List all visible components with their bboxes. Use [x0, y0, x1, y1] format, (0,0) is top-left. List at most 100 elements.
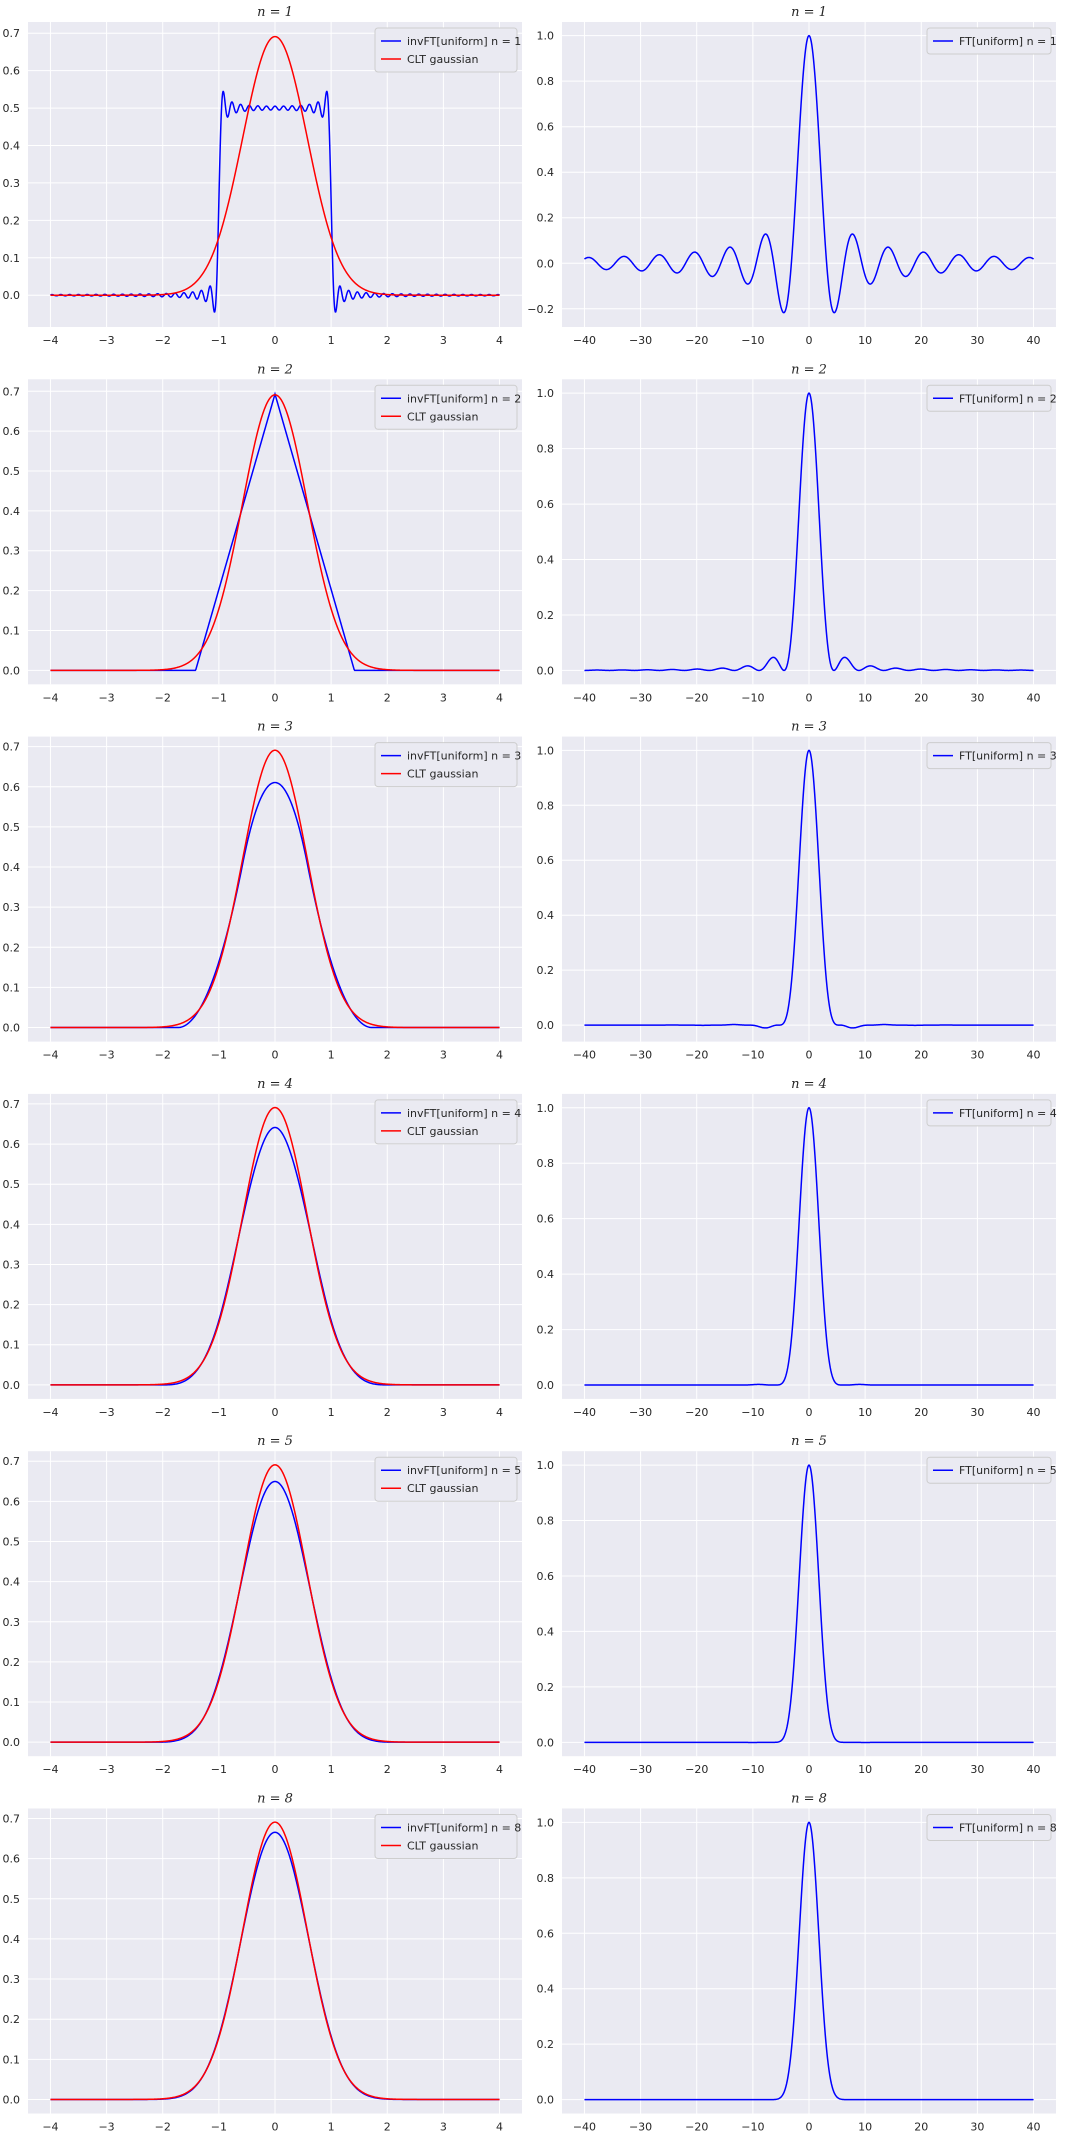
y-tick-label: 0.8	[537, 1157, 555, 1170]
panel-left-n8: −4 −3 −2 −1 0 1 2 3 4 0.0 0.1 0.2 0.3 0.4 0.5 0.6 0.7 n =…	[3, 1792, 522, 2134]
x-tick-label: 4	[496, 334, 503, 347]
series-line-clt-gaussian	[50, 1464, 500, 1743]
legend: FT[uniform] n = 5	[926, 1456, 1057, 1484]
y-tick-label: 0.3	[3, 901, 21, 914]
series-line-clt-gaussian	[50, 1106, 500, 1386]
y-tick-label: 0.6	[3, 1138, 21, 1151]
y-tick-label: 0.1	[3, 981, 21, 994]
x-tick-label: 1	[328, 691, 335, 704]
y-tick-label: 0.6	[537, 121, 555, 134]
x-tick-label: −40	[573, 334, 596, 347]
x-tick-label: 2	[384, 2121, 391, 2134]
y-tick-label: 0.0	[3, 1379, 21, 1392]
panel-title: n = 1	[791, 5, 827, 20]
x-tick-label: 10	[858, 1049, 872, 1062]
x-tick-label: 30	[970, 334, 984, 347]
legend: invFT[uniform] n = 1 CLT gaussian	[374, 27, 521, 73]
y-tick-label: 0.5	[3, 465, 21, 478]
panel-right-n2: −40 −30 −20 −10 0 10 20 30 40 0.0 0.2 0.4 0.6 0.8 1.0 n…	[537, 362, 1057, 704]
x-tick-label: −30	[629, 334, 652, 347]
panel-right-n3: −40 −30 −20 −10 0 10 20 30 40 0.0 0.2 0.4 0.6 0.8 1.0 n…	[537, 720, 1057, 1062]
x-tick-label: 3	[440, 2121, 447, 2134]
x-tick-label: 1	[328, 1049, 335, 1062]
legend: FT[uniform] n = 8	[926, 1814, 1057, 1841]
x-tick-label: −10	[741, 1049, 764, 1062]
panel-right-n1: −40 −30 −20 −10 0 10 20 30 40 −0.2 0.0 0.2 0.4 0.6 0.8…	[527, 5, 1056, 347]
x-tick-label: −4	[42, 691, 58, 704]
x-tick-label: 0	[806, 1406, 813, 1419]
legend-label: invFT[uniform] n = 3	[407, 750, 521, 763]
legend-box	[926, 1456, 1052, 1484]
x-tick-label: 20	[914, 1763, 928, 1776]
legend-label: invFT[uniform] n = 8	[407, 1822, 521, 1835]
y-tick-label: 0.6	[3, 65, 21, 78]
x-tick-label: 10	[858, 691, 872, 704]
legend: FT[uniform] n = 2	[926, 384, 1057, 412]
y-tick-label: 0.6	[537, 498, 555, 511]
x-tick-label: 2	[384, 1763, 391, 1776]
x-tick-label: 4	[496, 691, 503, 704]
x-tick-label: 3	[440, 691, 447, 704]
series-line-ft-uniform	[584, 1821, 1034, 2101]
y-tick-label: 0.1	[3, 2053, 21, 2066]
panel-title: n = 5	[257, 1434, 293, 1449]
x-tick-label: 30	[970, 1049, 984, 1062]
x-tick-label: −40	[573, 1049, 596, 1062]
y-tick-label: 0.4	[3, 1933, 21, 1946]
panel-left-n4: −4 −3 −2 −1 0 1 2 3 4 0.0 0.1 0.2 0.3 0.4 0.5 0.6 0.7 n =…	[3, 1077, 522, 1419]
x-tick-label: 2	[384, 1049, 391, 1062]
panel-title: n = 2	[791, 362, 827, 377]
y-tick-label: 0.7	[3, 1813, 21, 1826]
y-tick-label: 0.0	[3, 2093, 21, 2106]
legend-label: CLT gaussian	[407, 410, 478, 423]
x-tick-label: −20	[685, 691, 708, 704]
x-tick-label: 2	[384, 1406, 391, 1419]
legend-box	[374, 1456, 518, 1502]
y-tick-label: 0.1	[3, 1339, 21, 1352]
y-tick-label: 0.1	[3, 252, 21, 265]
y-tick-label: 0.3	[3, 177, 21, 190]
x-tick-label: 40	[1027, 334, 1041, 347]
y-tick-label: 0.4	[3, 139, 21, 152]
x-tick-label: 30	[970, 2121, 984, 2134]
y-tick-label: 0.2	[537, 1681, 555, 1694]
y-tick-label: 0.2	[3, 941, 21, 954]
legend-box	[374, 384, 518, 430]
legend-box	[926, 384, 1052, 412]
x-tick-label: −10	[741, 691, 764, 704]
legend-label: CLT gaussian	[407, 1840, 478, 1853]
panel-right-n5: −40 −30 −20 −10 0 10 20 30 40 0.0 0.2 0.4 0.6 0.8 1.0 n…	[537, 1434, 1057, 1776]
y-tick-label: 0.2	[537, 2038, 555, 2051]
y-tick-label: 0.1	[3, 1696, 21, 1709]
legend-label: invFT[uniform] n = 5	[407, 1464, 521, 1477]
panel-title: n = 3	[791, 720, 827, 735]
x-tick-label: 30	[970, 691, 984, 704]
y-tick-label: 0.2	[3, 1299, 21, 1312]
x-tick-label: −3	[98, 1763, 114, 1776]
y-tick-label: 0.0	[3, 289, 21, 302]
x-tick-label: −2	[155, 334, 171, 347]
y-tick-label: 1.0	[537, 744, 555, 757]
y-tick-label: 0.6	[537, 1213, 555, 1226]
panel-title: n = 8	[257, 1792, 293, 1807]
y-tick-label: 0.3	[3, 1258, 21, 1271]
series-line-ft-uniform	[584, 392, 1034, 672]
legend-label: FT[uniform] n = 3	[959, 750, 1057, 763]
x-tick-label: 2	[384, 334, 391, 347]
x-tick-label: −10	[741, 334, 764, 347]
y-tick-label: 0.8	[537, 1872, 555, 1885]
x-tick-label: −1	[211, 334, 227, 347]
x-tick-label: −4	[42, 334, 58, 347]
x-tick-label: 0	[272, 1763, 279, 1776]
legend-label: FT[uniform] n = 1	[959, 35, 1057, 48]
x-tick-label: −3	[98, 2121, 114, 2134]
y-tick-label: 0.4	[3, 1218, 21, 1231]
y-tick-label: 0.5	[3, 1893, 21, 1906]
y-tick-label: 0.6	[3, 425, 21, 438]
legend-box	[374, 27, 518, 73]
y-tick-label: 0.6	[537, 854, 555, 867]
series-line-ft-uniform	[584, 1106, 1034, 1386]
x-tick-label: −3	[98, 334, 114, 347]
legend: FT[uniform] n = 4	[926, 1099, 1057, 1127]
